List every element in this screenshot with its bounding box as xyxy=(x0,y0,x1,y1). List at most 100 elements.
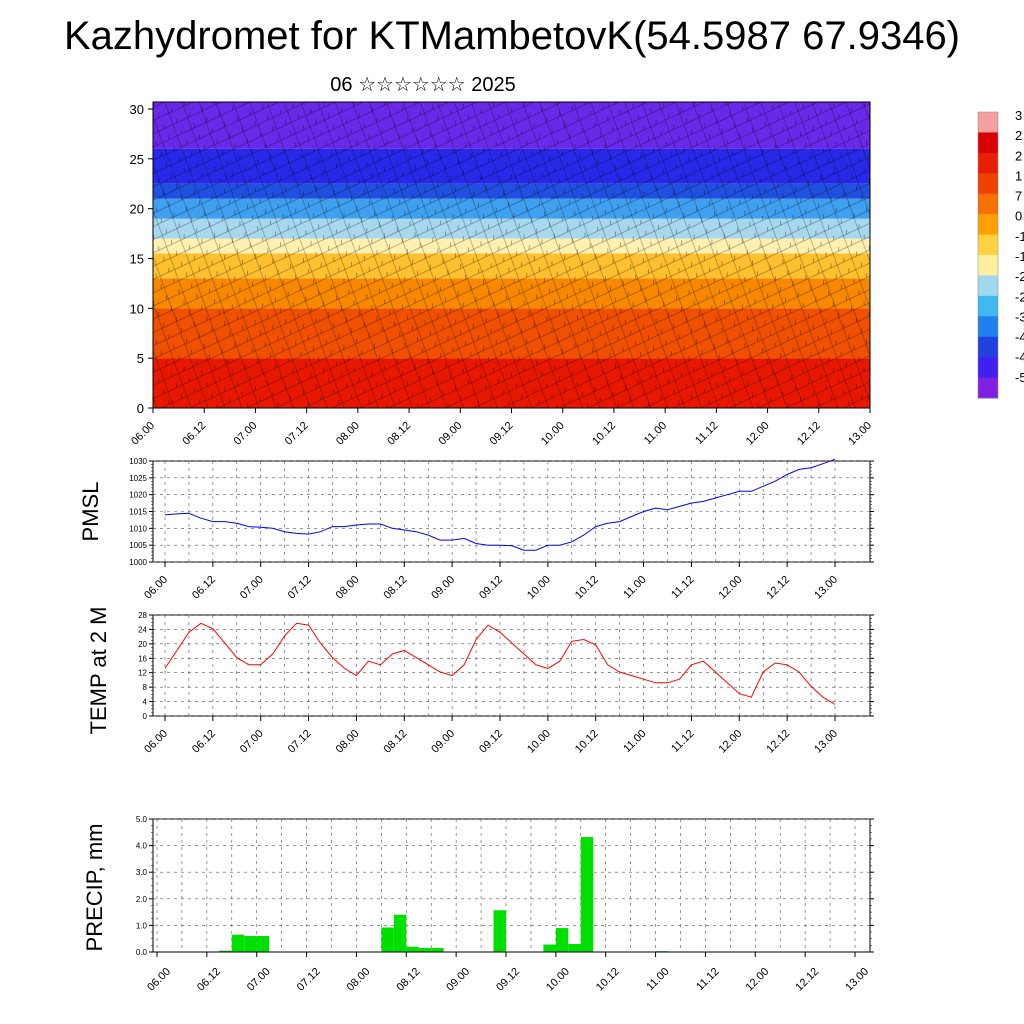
x-tick-label: 10.00 xyxy=(525,728,553,756)
x-tick-label: 13.00 xyxy=(812,728,840,756)
y-tick-label: 30 xyxy=(130,102,144,117)
x-tick-label: 06.00 xyxy=(129,420,157,448)
x-tick-label: 12.12 xyxy=(793,966,821,994)
y-tick-label: 20 xyxy=(138,640,147,649)
colorbar-label: 1 xyxy=(1015,168,1022,183)
y-tick-label: 0 xyxy=(143,712,148,721)
y-tick-label: 5.0 xyxy=(136,815,148,824)
precip-bar xyxy=(393,914,407,952)
colorbar-label: -4 xyxy=(1015,330,1024,345)
x-tick-label: 11.00 xyxy=(621,574,648,601)
x-tick-label: 11.12 xyxy=(693,420,720,447)
colorbar-label: 2 xyxy=(1015,148,1022,163)
x-tick-label: 11.12 xyxy=(669,574,696,601)
colorbar-frame xyxy=(977,111,999,399)
x-tick-label: 13.00 xyxy=(812,574,840,602)
colorbar-swatch xyxy=(978,336,998,358)
x-tick-label: 11.00 xyxy=(644,966,671,993)
colorbar: 3 2 2 1 7 0 -1 -1 -2 -2 -3 -4 -4 -5 xyxy=(977,108,1024,399)
y-tick-label: 2.0 xyxy=(136,895,148,904)
precip-bar xyxy=(381,927,394,952)
x-tick-label: 09.12 xyxy=(494,966,522,994)
y-tick-label: 0.0 xyxy=(136,948,148,957)
colorbar-label: -2 xyxy=(1015,269,1024,284)
colorbar-swatch xyxy=(978,193,998,215)
y-tick-label: 20 xyxy=(130,202,144,217)
x-tick-label: 07.00 xyxy=(238,574,266,602)
colorbar-label: -2 xyxy=(1015,289,1024,304)
x-tick-label: 09.12 xyxy=(488,420,516,448)
plot-frame xyxy=(152,818,871,953)
x-tick-label: 10.12 xyxy=(590,420,618,448)
series-line xyxy=(164,458,836,551)
x-tick-label: 08.12 xyxy=(381,574,409,602)
x-tick-label: 08.00 xyxy=(345,966,373,994)
wind-barbs-overlay xyxy=(153,102,870,408)
x-tick-label: 12.00 xyxy=(743,966,771,994)
x-tick-label: 07.12 xyxy=(295,966,323,994)
x-tick-label: 09.00 xyxy=(444,966,472,994)
x-tick-label: 09.00 xyxy=(429,574,457,602)
y-tick-label: 8 xyxy=(143,683,148,692)
y-tick-label: 25 xyxy=(130,152,144,167)
temp-panel: 0 4 8 12 16 20 24 28 06.00 06.12 07.00 07.12 08.00 08… xyxy=(86,607,874,756)
x-tick-label: 10.12 xyxy=(573,728,601,756)
colorbar-label: 7 xyxy=(1015,189,1022,204)
colorbar-swatch xyxy=(978,112,998,133)
x-tick-label: 07.12 xyxy=(283,420,311,448)
y-tick-label: 5 xyxy=(137,351,144,366)
y-tick-label: 16 xyxy=(138,654,147,663)
y-tick-label: 1000 xyxy=(129,558,147,567)
x-tick-label: 07.00 xyxy=(232,420,260,448)
x-tick-label: 11.12 xyxy=(669,728,696,755)
x-tick-label: 06.12 xyxy=(195,966,223,994)
x-tick-label: 11.00 xyxy=(642,420,669,447)
colorbar-swatch xyxy=(978,173,998,195)
precip-bar xyxy=(543,944,556,952)
x-tick-label: 13.00 xyxy=(846,420,874,448)
x-tick-label: 06.12 xyxy=(190,574,218,602)
colorbar-label: -3 xyxy=(1015,309,1024,324)
precip-bar xyxy=(406,946,419,952)
precip-panel: 0.0 1.0 2.0 3.0 4.0 5.0 06.00 06.12 07.00 07.12 08… xyxy=(82,815,874,994)
x-tick-label: 08.12 xyxy=(385,420,413,448)
colorbar-label: 3 xyxy=(1015,108,1022,123)
colorbar-swatch xyxy=(978,132,998,154)
cross-section-panel: 0 5 10 15 20 25 30 06.00 06.12 07.00 07.12 08.00 08.… xyxy=(129,101,874,448)
colorbar-label: -4 xyxy=(1015,350,1024,365)
colorbar-swatch xyxy=(978,316,998,338)
y-tick-label: 1020 xyxy=(129,491,147,500)
colorbar-swatch xyxy=(978,255,998,276)
x-tick-label: 07.12 xyxy=(286,574,314,602)
chart-title: Kazhydromet for KTMambetovK(54.5987 67.9… xyxy=(63,14,961,58)
precip-bar xyxy=(555,928,569,952)
precip-bar xyxy=(493,910,506,952)
x-tick-label: 07.00 xyxy=(238,728,266,756)
x-tick-label: 08.00 xyxy=(334,574,362,602)
x-tick-label: 10.00 xyxy=(525,574,553,602)
y-tick-label: 1.0 xyxy=(136,921,148,930)
y-tick-label: 1010 xyxy=(129,524,147,533)
y-axis-label: PRECIP, mm xyxy=(82,824,107,952)
y-tick-label: 1005 xyxy=(129,541,147,550)
precip-bar xyxy=(431,948,444,952)
precip-bar xyxy=(580,837,594,952)
x-tick-label: 10.12 xyxy=(573,574,601,602)
colorbar-swatch xyxy=(978,357,998,379)
colorbar-swatch xyxy=(978,275,998,297)
precip-bar xyxy=(244,936,257,952)
x-tick-label: 11.00 xyxy=(621,728,648,755)
x-tick-label: 10.00 xyxy=(539,420,567,448)
y-tick-label: 1030 xyxy=(129,457,147,466)
colorbar-label: -1 xyxy=(1015,249,1024,264)
series-line xyxy=(164,622,836,705)
precip-bar xyxy=(418,948,432,952)
x-tick-label: 09.12 xyxy=(477,574,505,602)
x-tick-label: 09.00 xyxy=(436,420,464,448)
plot-frame xyxy=(152,614,871,717)
precip-bar xyxy=(219,950,232,952)
y-axis-label: PMSL xyxy=(78,482,103,542)
x-tick-label: 07.00 xyxy=(245,966,273,994)
x-tick-label: 07.12 xyxy=(286,728,314,756)
x-tick-label: 12.00 xyxy=(716,728,744,756)
